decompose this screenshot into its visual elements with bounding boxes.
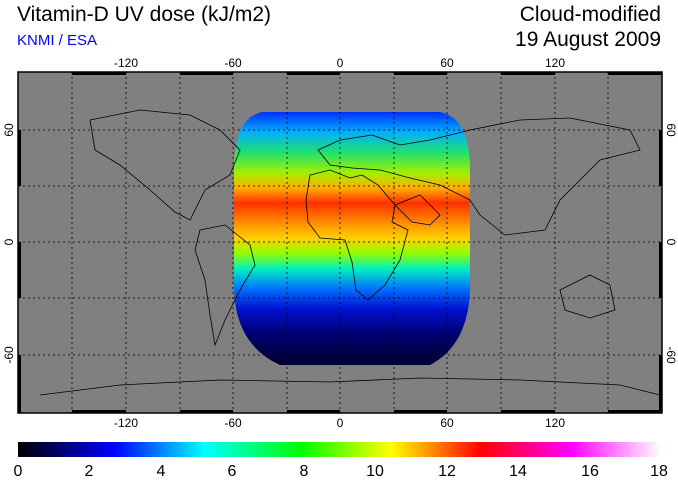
colorbar-label: 8 bbox=[300, 463, 309, 480]
lat-tick-left: 0 bbox=[2, 238, 16, 245]
uv-dose-data-region bbox=[234, 112, 470, 365]
lon-tick-top: -120 bbox=[114, 56, 138, 70]
lon-tick-top: 60 bbox=[440, 56, 454, 70]
colorbar-label: 0 bbox=[14, 463, 23, 480]
lat-tick-left: 60 bbox=[2, 123, 16, 137]
lat-tick-right: 60 bbox=[664, 123, 678, 137]
lon-tick-bottom: -60 bbox=[224, 416, 242, 430]
map-frame-ticks bbox=[18, 72, 662, 413]
mode-label: Cloud-modified bbox=[519, 3, 661, 26]
colorbar-label: 2 bbox=[85, 463, 94, 480]
lon-tick-bottom: 120 bbox=[545, 416, 565, 430]
lon-tick-top: -60 bbox=[224, 56, 242, 70]
graticule bbox=[18, 72, 662, 413]
colorbar-label: 18 bbox=[650, 463, 668, 480]
date-label: 19 August 2009 bbox=[515, 28, 661, 51]
colorbar-label: 6 bbox=[228, 463, 237, 480]
lat-tick-right: 0 bbox=[664, 239, 678, 246]
colorbar-label: 12 bbox=[438, 463, 456, 480]
lon-tick-bottom: 60 bbox=[440, 416, 454, 430]
lat-tick-right: -60 bbox=[664, 346, 678, 364]
colorbar-label: 16 bbox=[581, 463, 599, 480]
map-title: Vitamin-D UV dose (kJ/m2) bbox=[17, 3, 272, 26]
lon-tick-bottom: 0 bbox=[337, 416, 344, 430]
colorbar-label: 10 bbox=[366, 463, 384, 480]
lon-tick-top: 0 bbox=[337, 56, 344, 70]
lat-tick-left: -60 bbox=[2, 346, 16, 364]
lon-tick-top: 120 bbox=[545, 56, 565, 70]
credit-label: KNMI / ESA bbox=[17, 32, 98, 49]
colorbar-label: 4 bbox=[157, 463, 166, 480]
colorbar bbox=[18, 442, 661, 457]
colorbar-label: 14 bbox=[509, 463, 527, 480]
coastlines bbox=[39, 109, 661, 396]
lon-tick-bottom: -120 bbox=[114, 416, 138, 430]
